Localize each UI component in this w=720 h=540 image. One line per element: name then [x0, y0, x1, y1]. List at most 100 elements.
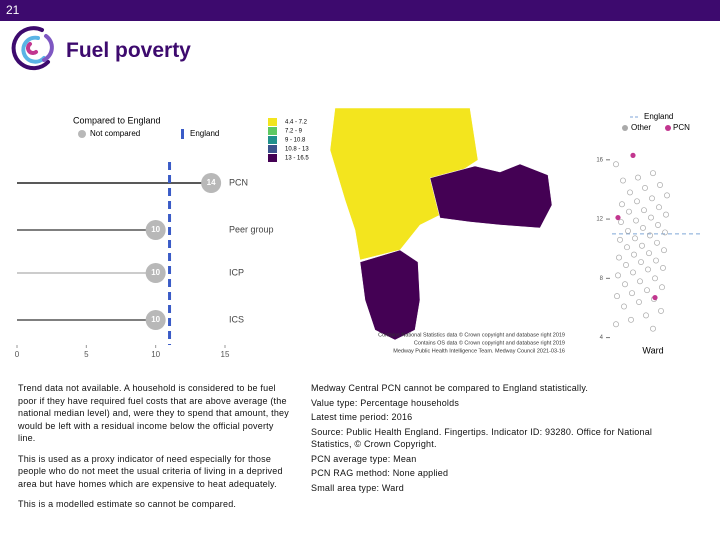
- y-tick-label: 4: [600, 335, 604, 341]
- point: [621, 303, 627, 310]
- point: [629, 290, 635, 297]
- legend-label: England: [644, 112, 673, 121]
- point: [637, 278, 643, 285]
- legend-label: 10.8 - 13: [285, 147, 309, 153]
- legend-label: PCN: [673, 123, 690, 132]
- y-tick-label: 8: [600, 276, 604, 282]
- point: [630, 152, 636, 158]
- point: [628, 316, 634, 323]
- credit: Contains National Statistics data © Crow…: [378, 331, 565, 338]
- notes-left: Trend data not available. A household is…: [18, 382, 290, 519]
- point: [613, 161, 619, 168]
- point: [663, 211, 669, 218]
- point: [645, 266, 651, 273]
- point: [627, 189, 633, 196]
- header-bar: 21: [0, 0, 720, 21]
- legend-label: 7.2 - 9: [285, 129, 303, 135]
- note: Small area type: Ward: [311, 482, 404, 493]
- x-tick-label: 5: [84, 350, 89, 359]
- legend-symbol: [665, 125, 671, 131]
- note: This is a modelled estimate so cannot be…: [18, 499, 237, 509]
- note: Source: Public Health England. Fingertip…: [311, 426, 653, 450]
- point: [635, 174, 641, 181]
- point: [655, 222, 661, 228]
- notes-right: Medway Central PCN cannot be compared to…: [311, 382, 681, 496]
- point: [647, 232, 653, 239]
- point: [624, 244, 630, 251]
- point: [654, 239, 660, 246]
- point: [656, 204, 662, 211]
- point: [625, 227, 631, 234]
- point: [622, 281, 628, 288]
- point: [644, 287, 650, 294]
- category-label: Peer group: [229, 224, 274, 234]
- dot: [145, 263, 166, 283]
- legend-symbol: [181, 129, 184, 139]
- data-label: 10: [151, 315, 160, 324]
- point: [615, 272, 621, 279]
- logo: [11, 26, 54, 71]
- category-label: ICP: [229, 267, 244, 277]
- point: [658, 307, 664, 314]
- legend-swatch: [268, 154, 277, 162]
- y-tick-label: 16: [596, 157, 603, 163]
- point: [642, 185, 648, 191]
- legend-label: 13 - 16.5: [285, 156, 309, 162]
- x-tick-label: 10: [151, 350, 160, 359]
- legend-label: Other: [631, 123, 651, 132]
- x-tick-label: 0: [15, 350, 20, 359]
- note: PCN RAG method: None applied: [311, 468, 449, 478]
- data-label: 10: [151, 268, 160, 277]
- legend-swatch: [268, 145, 277, 153]
- point: [619, 201, 625, 208]
- point: [632, 235, 638, 242]
- data-label: 14: [207, 178, 216, 187]
- legend-swatch: [268, 127, 277, 135]
- slide-title: Fuel poverty: [66, 39, 191, 62]
- note: Medway Central PCN cannot be compared to…: [311, 383, 589, 393]
- point: [634, 198, 640, 205]
- legend-symbol: [622, 125, 628, 131]
- data-label: 10: [151, 225, 160, 234]
- dot: [145, 310, 166, 330]
- legend-swatch: [268, 118, 277, 126]
- point: [631, 251, 637, 258]
- point: [626, 208, 632, 215]
- point: [661, 247, 667, 254]
- category-label: ICS: [229, 314, 244, 324]
- point: [618, 219, 624, 225]
- point: [615, 214, 621, 221]
- point: [641, 207, 647, 214]
- map: [329, 107, 553, 341]
- legend-swatch: [268, 136, 277, 144]
- point: [646, 250, 652, 257]
- page-number: 21: [6, 3, 20, 17]
- point: [613, 321, 619, 328]
- point: [620, 177, 626, 184]
- point: [657, 182, 663, 188]
- point: [652, 294, 658, 301]
- dot: [201, 173, 222, 193]
- note: PCN average type: Mean: [311, 453, 417, 464]
- legend-title: Compared to England: [73, 115, 161, 125]
- legend-label: England: [190, 129, 219, 138]
- point: [638, 259, 644, 265]
- point: [662, 229, 668, 236]
- legend-label: 9 - 10.8: [285, 138, 306, 144]
- legend-label: 4.4 - 7.2: [285, 120, 308, 126]
- x-tick-label: 15: [221, 350, 230, 359]
- point: [650, 170, 656, 177]
- point: [639, 242, 645, 249]
- point: [649, 195, 655, 202]
- point: [653, 257, 659, 264]
- legend-symbol: [78, 130, 86, 138]
- dot: [145, 220, 166, 240]
- y-tick-label: 12: [596, 217, 603, 223]
- point: [648, 214, 654, 221]
- point: [664, 192, 670, 199]
- point: [633, 217, 639, 224]
- legend-label: Not compared: [90, 129, 140, 138]
- point: [640, 225, 646, 231]
